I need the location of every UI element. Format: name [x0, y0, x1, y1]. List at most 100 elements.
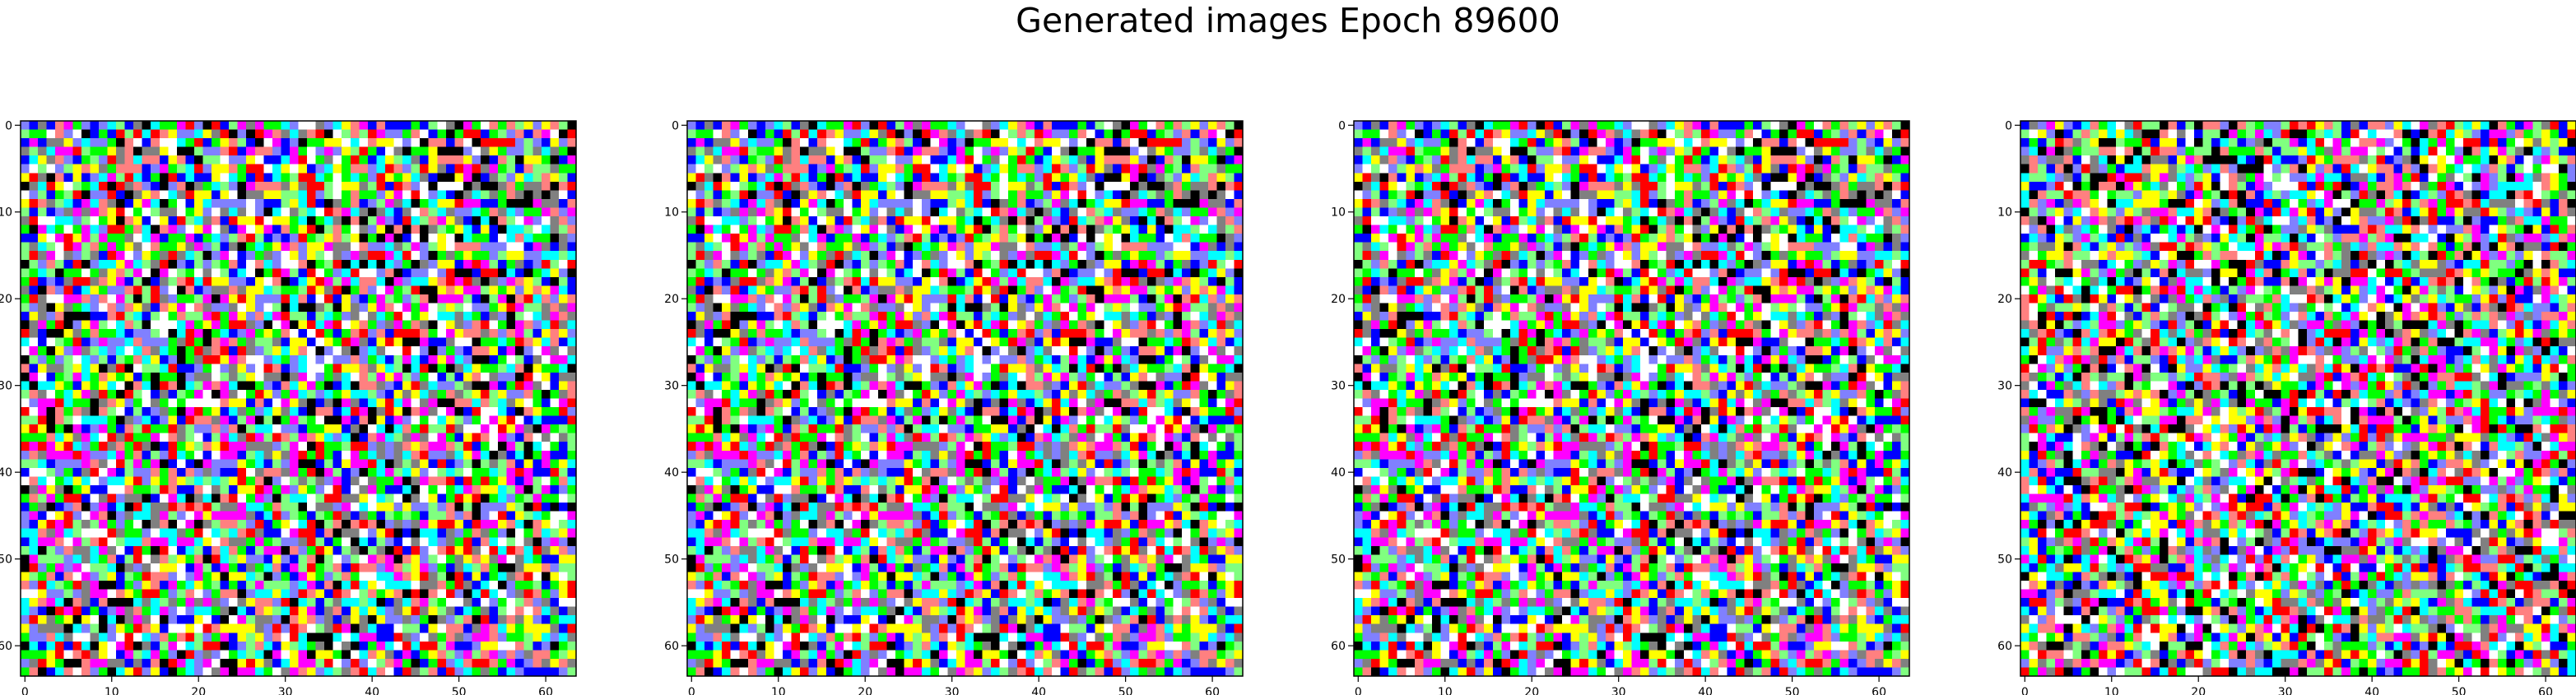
- pixel: [1155, 225, 1165, 234]
- pixel: [1051, 216, 1061, 225]
- pixel: [420, 207, 430, 217]
- pixel: [515, 216, 525, 225]
- pixel: [489, 198, 499, 208]
- pixel: [116, 276, 125, 286]
- pixel: [437, 337, 447, 347]
- pixel: [168, 545, 178, 555]
- pixel: [558, 511, 568, 521]
- pixel: [212, 173, 221, 183]
- pixel: [289, 329, 299, 339]
- pixel: [558, 312, 568, 321]
- pixel: [532, 537, 542, 547]
- pixel: [454, 415, 464, 425]
- pixel: [63, 146, 73, 156]
- pixel: [376, 528, 386, 538]
- pixel: [938, 121, 948, 130]
- pixel: [272, 407, 281, 416]
- pixel: [281, 598, 291, 608]
- pixel: [1138, 216, 1148, 225]
- pixel: [55, 459, 65, 469]
- pixel: [29, 493, 39, 503]
- pixel: [454, 312, 464, 321]
- pixel: [289, 658, 299, 668]
- pixel: [783, 216, 792, 225]
- pixel: [480, 615, 490, 625]
- pixel: [272, 329, 281, 339]
- pixel: [437, 623, 447, 633]
- pixel: [420, 320, 430, 330]
- pixel: [480, 528, 490, 538]
- pixel: [384, 121, 394, 130]
- pixel: [1234, 198, 1244, 208]
- pixel: [704, 155, 714, 165]
- pixel: [168, 364, 178, 373]
- pixel: [281, 554, 291, 564]
- pixel: [454, 303, 464, 313]
- pixel: [29, 503, 39, 512]
- pixel: [176, 303, 186, 313]
- pixel: [558, 155, 568, 165]
- pixel: [38, 503, 48, 512]
- pixel: [124, 320, 134, 330]
- pixel: [133, 667, 143, 677]
- axes-frame: [20, 120, 577, 677]
- pixel: [393, 303, 403, 313]
- pixel: [445, 589, 455, 599]
- pixel: [825, 138, 835, 148]
- pixel: [281, 537, 291, 547]
- pixel: [176, 225, 186, 234]
- pixel: [420, 164, 430, 174]
- pixel: [315, 667, 325, 677]
- pixel: [202, 528, 212, 538]
- pixel: [498, 164, 508, 174]
- pixel: [202, 503, 212, 512]
- pixel: [289, 207, 299, 217]
- pixel: [1095, 198, 1104, 208]
- pixel: [193, 216, 203, 225]
- pixel: [151, 528, 160, 538]
- pixel: [254, 146, 264, 156]
- pixel: [332, 545, 342, 555]
- pixel: [272, 615, 281, 625]
- pixel: [359, 129, 369, 139]
- pixel: [342, 146, 351, 156]
- pixel: [532, 251, 542, 261]
- pixel: [523, 658, 533, 668]
- pixel: [289, 493, 299, 503]
- pixel: [116, 251, 125, 261]
- pixel: [515, 173, 525, 183]
- pixel: [220, 493, 230, 503]
- pixel: [98, 589, 108, 599]
- pixel: [237, 381, 247, 391]
- pixel: [489, 450, 499, 460]
- pixel: [965, 181, 974, 191]
- pixel: [895, 138, 905, 148]
- pixel: [913, 138, 923, 148]
- pixel: [428, 563, 438, 572]
- pixel: [515, 545, 525, 555]
- pixel: [281, 329, 291, 339]
- pixel: [90, 354, 100, 364]
- pixel: [428, 658, 438, 668]
- pixel: [420, 459, 430, 469]
- pixel: [445, 121, 455, 130]
- pixel: [384, 632, 394, 642]
- pixel: [263, 285, 273, 295]
- pixel: [367, 312, 377, 321]
- pixel: [558, 589, 568, 599]
- pixel: [1051, 129, 1061, 139]
- pixel: [142, 129, 151, 139]
- pixel: [220, 537, 230, 547]
- pixel: [489, 606, 499, 616]
- pixel: [567, 554, 577, 564]
- pixel: [124, 381, 134, 391]
- pixel: [402, 641, 412, 651]
- pixel: [342, 572, 351, 581]
- pixel: [498, 528, 508, 538]
- pixel: [384, 381, 394, 391]
- pixel: [116, 493, 125, 503]
- pixel: [185, 484, 195, 494]
- pixel: [324, 503, 334, 512]
- pixel: [869, 234, 879, 243]
- pixel: [774, 121, 783, 130]
